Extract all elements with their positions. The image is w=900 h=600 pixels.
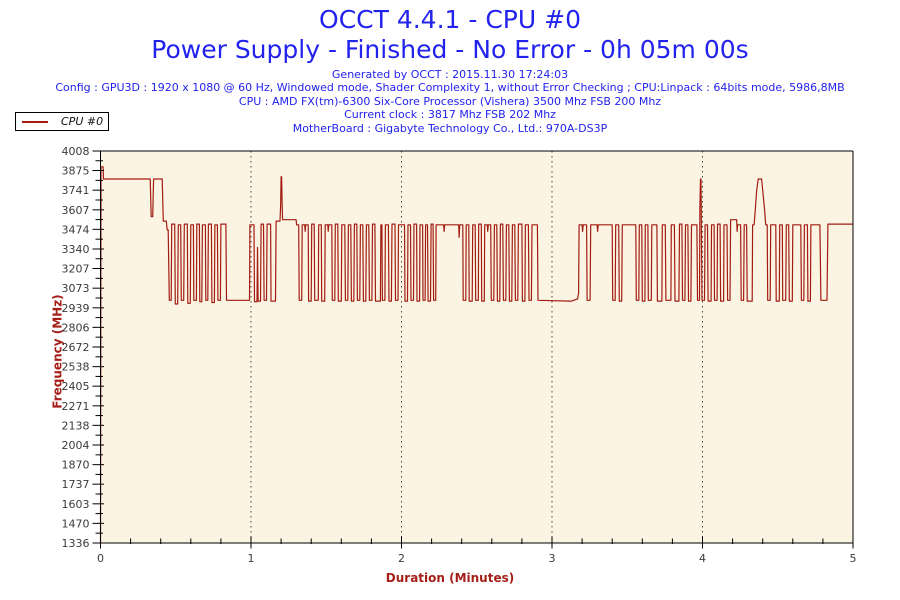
y-tick-label: 4008 [62, 145, 90, 158]
y-tick-label: 3073 [62, 282, 90, 295]
y-tick-label: 1336 [62, 537, 90, 550]
x-tick-label: 4 [699, 552, 706, 565]
x-tick-label: 1 [248, 552, 255, 565]
legend-series-label: CPU #0 [61, 115, 104, 128]
y-tick-label: 2939 [62, 302, 90, 315]
series-line [99, 166, 853, 544]
x-tick-label: 3 [549, 552, 556, 565]
plot-area [100, 151, 853, 543]
y-tick-label: 2271 [62, 400, 90, 413]
info-line-generated: Generated by OCCT : 2015.11.30 17:24:03 [331, 68, 569, 81]
info-line-clock: Current clock : 3817 Mhz FSB 202 Mhz [344, 108, 556, 122]
y-tick-label: 3474 [62, 223, 90, 236]
y-tick-label: 2806 [62, 321, 90, 334]
report-info-block: Generated by OCCT : 2015.11.30 17:24:03 … [0, 68, 900, 135]
y-tick-label: 1603 [62, 498, 90, 511]
y-tick-label: 3207 [62, 263, 90, 276]
y-tick-label: 2138 [62, 419, 90, 432]
report-subtitle: Power Supply - Finished - No Error - 0h … [151, 35, 749, 64]
y-tick-label: 1870 [62, 459, 90, 472]
y-tick-label: 1737 [62, 478, 90, 491]
info-line-cpu: CPU : AMD FX(tm)-6300 Six-Core Processor… [238, 94, 662, 108]
x-axis-title: Duration (Minutes) [385, 571, 515, 585]
y-tick-label: 2004 [62, 439, 90, 452]
info-line-motherboard: MotherBoard : Gigabyte Technology Co., L… [292, 121, 608, 135]
x-tick-label: 5 [850, 552, 857, 565]
legend-line-sample-icon [22, 120, 48, 123]
y-tick-label: 1470 [62, 517, 90, 530]
chart-svg: 4008 3875 3741 3607 3474 3340 3207 3073 2939 2806… [62, 145, 857, 565]
y-tick-label: 3340 [62, 243, 90, 256]
info-line-config: Config : GPU3D : 1920 x 1080 @ 60 Hz, Wi… [55, 81, 845, 95]
legend-box: CPU #0 [15, 112, 109, 131]
y-tick-label: 3741 [62, 184, 90, 197]
y-tick-label: 2538 [62, 361, 90, 374]
report-title: OCCT 4.4.1 - CPU #0 [319, 5, 581, 34]
y-tick-label: 2672 [62, 341, 90, 354]
y-tick-label: 2405 [62, 380, 90, 393]
x-tick-label: 2 [398, 552, 405, 565]
y-tick-label: 3607 [62, 204, 90, 217]
x-tick-label: 0 [97, 552, 104, 565]
y-tick-label: 3875 [62, 165, 90, 178]
